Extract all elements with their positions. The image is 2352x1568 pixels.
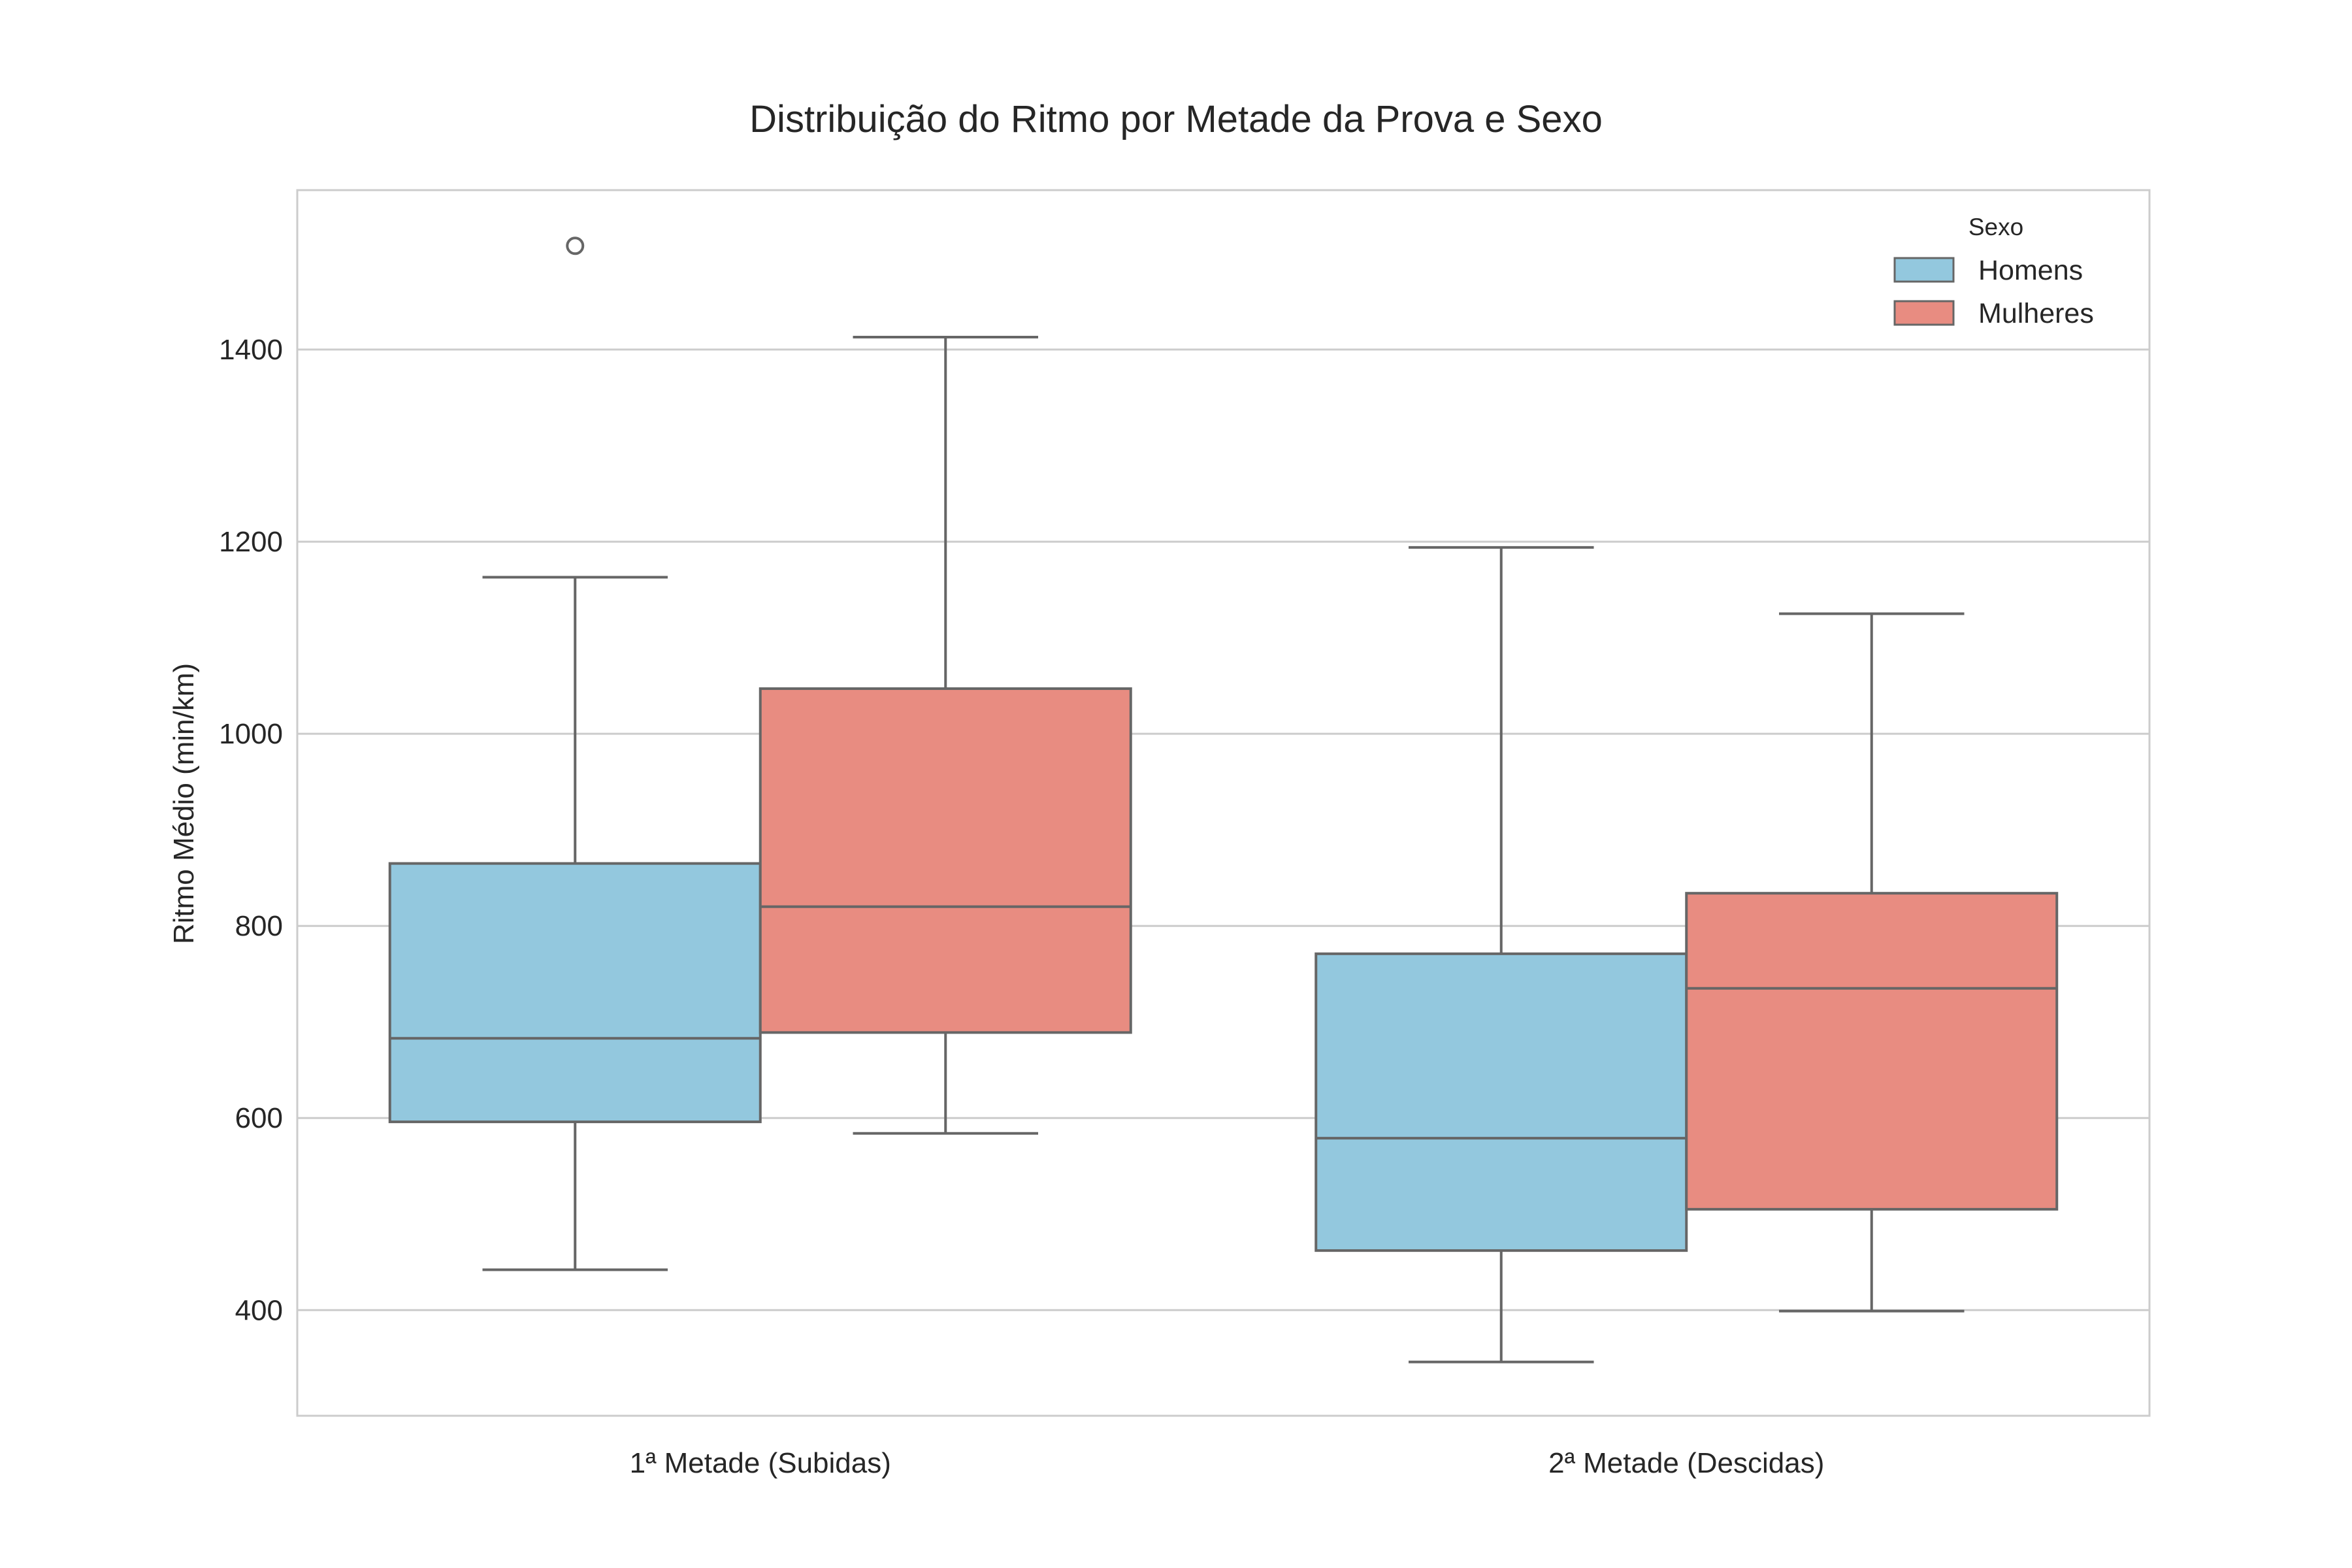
y-axis-label: Ritmo Médio (min/km) [168,663,200,944]
legend-swatch [1893,300,1955,326]
outlier-point [566,237,585,255]
iqr-box [759,687,1132,1034]
y-tick-labels: 400 600 800 1000 1200 1400 [219,334,283,1326]
x-tick-labels: 1ª Metade (Subidas) 2ª Metade (Descidas) [630,1447,1825,1479]
x-tick-label: 2ª Metade (Descidas) [1548,1447,1824,1479]
legend: Sexo Homens Mulheres [1893,214,2094,329]
box-0-1 [1315,546,1688,1364]
legend-title: Sexo [1968,214,2023,240]
iqr-box [1685,892,2059,1211]
y-tick-label: 1400 [219,334,283,366]
y-tick-label: 800 [235,910,283,942]
iqr-box [1315,952,1688,1252]
y-tick-label: 1200 [219,526,283,558]
box-layer [388,237,2059,1364]
x-tick-label: 1ª Metade (Subidas) [630,1447,891,1479]
box-0-0 [388,237,762,1271]
y-tick-label: 600 [235,1102,283,1134]
iqr-box [388,862,762,1124]
box-1-0 [759,335,1132,1135]
y-tick-label: 400 [235,1294,283,1326]
plot-area-frame [296,189,2151,1417]
box-1-1 [1685,612,2059,1313]
legend-label: Homens [1978,255,2083,286]
legend-label: Mulheres [1978,298,2094,329]
legend-swatch [1893,257,1955,283]
chart-title: Distribuição do Ritmo por Metade da Prov… [749,98,1603,140]
y-tick-label: 1000 [219,718,283,750]
